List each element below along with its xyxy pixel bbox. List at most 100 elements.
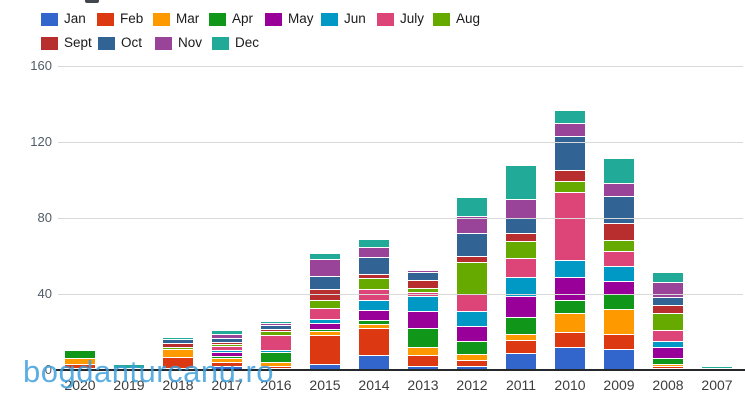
bar-segment-2012-jun[interactable] bbox=[457, 311, 487, 326]
bar-segment-2014-feb[interactable] bbox=[359, 328, 389, 355]
bar-segment-2011-jun[interactable] bbox=[506, 277, 536, 296]
bar-segment-2018-oct[interactable] bbox=[163, 339, 193, 343]
bar-segment-2012-mar[interactable] bbox=[457, 354, 487, 360]
bar-2012[interactable] bbox=[457, 197, 487, 370]
bar-segment-2009-may[interactable] bbox=[604, 281, 634, 294]
bar-segment-2013-mar[interactable] bbox=[408, 347, 438, 355]
bar-segment-2015-jun[interactable] bbox=[310, 319, 340, 323]
bar-segment-2009-nov[interactable] bbox=[604, 183, 634, 196]
bar-segment-2012-feb[interactable] bbox=[457, 360, 487, 366]
legend-item-oct[interactable]: Oct bbox=[98, 36, 155, 50]
bar-segment-2013-apr[interactable] bbox=[408, 328, 438, 347]
bar-segment-2009-july[interactable] bbox=[604, 251, 634, 266]
bar-segment-2012-apr[interactable] bbox=[457, 341, 487, 354]
legend-item-apr[interactable]: Apr bbox=[209, 12, 265, 26]
bar-segment-2009-dec[interactable] bbox=[604, 158, 634, 183]
bar-segment-2014-may[interactable] bbox=[359, 310, 389, 320]
bar-segment-2017-sept[interactable] bbox=[212, 342, 242, 344]
bar-segment-2017-oct[interactable] bbox=[212, 338, 242, 342]
bar-segment-2017-july[interactable] bbox=[212, 346, 242, 350]
bar-segment-2013-may[interactable] bbox=[408, 311, 438, 328]
watermark-link[interactable]: bogdanturcanu.ro bbox=[23, 354, 275, 389]
bar-segment-2015-feb[interactable] bbox=[310, 335, 340, 364]
bar-segment-2007-dec[interactable] bbox=[702, 366, 732, 368]
bar-segment-2010-mar[interactable] bbox=[555, 313, 585, 332]
bar-segment-2013-nov[interactable] bbox=[408, 270, 438, 272]
bar-segment-2010-may[interactable] bbox=[555, 277, 585, 300]
bar-segment-2019-dec[interactable] bbox=[114, 364, 144, 368]
bar-segment-2011-may[interactable] bbox=[506, 296, 536, 317]
bar-segment-2018-sept[interactable] bbox=[163, 343, 193, 347]
bar-segment-2017-jun[interactable] bbox=[212, 350, 242, 352]
bar-segment-2010-july[interactable] bbox=[555, 192, 585, 260]
bar-2017[interactable] bbox=[212, 330, 242, 370]
bar-segment-2010-dec[interactable] bbox=[555, 110, 585, 123]
bar-segment-2011-sept[interactable] bbox=[506, 233, 536, 241]
bar-segment-2011-mar[interactable] bbox=[506, 334, 536, 340]
bar-segment-2009-aug[interactable] bbox=[604, 240, 634, 251]
bar-segment-2011-july[interactable] bbox=[506, 258, 536, 277]
bar-segment-2016-sept[interactable] bbox=[261, 329, 291, 331]
bar-segment-2008-feb[interactable] bbox=[653, 366, 683, 368]
bar-segment-2014-oct[interactable] bbox=[359, 257, 389, 274]
bar-segment-2016-oct[interactable] bbox=[261, 325, 291, 329]
bar-segment-2016-july[interactable] bbox=[261, 335, 291, 350]
legend-item-aug[interactable]: Aug bbox=[433, 12, 489, 26]
bar-segment-2017-nov[interactable] bbox=[212, 334, 242, 338]
bar-segment-2009-jan[interactable] bbox=[604, 349, 634, 370]
bar-segment-2010-jun[interactable] bbox=[555, 260, 585, 277]
bar-segment-2008-dec[interactable] bbox=[653, 272, 683, 282]
bar-segment-2015-dec[interactable] bbox=[310, 253, 340, 259]
bar-2014[interactable] bbox=[359, 239, 389, 370]
bar-2013[interactable] bbox=[408, 270, 438, 370]
legend-item-dec[interactable]: Dec bbox=[212, 36, 269, 50]
bar-segment-2016-jun[interactable] bbox=[261, 350, 291, 352]
bar-segment-2008-sept[interactable] bbox=[653, 305, 683, 313]
bar-2009[interactable] bbox=[604, 158, 634, 370]
bar-segment-2018-mar[interactable] bbox=[163, 349, 193, 357]
bar-segment-2010-nov[interactable] bbox=[555, 123, 585, 136]
bar-segment-2013-feb[interactable] bbox=[408, 355, 438, 366]
bar-segment-2016-aug[interactable] bbox=[261, 331, 291, 335]
bar-segment-2013-oct[interactable] bbox=[408, 272, 438, 280]
bar-segment-2018-aug[interactable] bbox=[163, 347, 193, 349]
bar-segment-2011-aug[interactable] bbox=[506, 241, 536, 258]
legend-item-nov[interactable]: Nov bbox=[155, 36, 212, 50]
bar-segment-2020-mar[interactable] bbox=[65, 358, 95, 364]
bar-segment-2012-jan[interactable] bbox=[457, 366, 487, 370]
legend-item-mar[interactable]: Mar bbox=[153, 12, 209, 26]
bar-segment-2015-jan[interactable] bbox=[310, 364, 340, 370]
legend-item-feb[interactable]: Feb bbox=[97, 12, 153, 26]
legend-item-jan[interactable]: Jan bbox=[41, 12, 97, 26]
bar-segment-2010-aug[interactable] bbox=[555, 181, 585, 192]
bar-segment-2015-oct[interactable] bbox=[310, 276, 340, 289]
bar-segment-2011-apr[interactable] bbox=[506, 317, 536, 334]
bar-segment-2009-oct[interactable] bbox=[604, 196, 634, 223]
bar-segment-2016-feb[interactable] bbox=[261, 366, 291, 368]
bar-segment-2010-jan[interactable] bbox=[555, 347, 585, 370]
bar-segment-2012-nov[interactable] bbox=[457, 216, 487, 233]
bar-segment-2011-oct[interactable] bbox=[506, 218, 536, 233]
bar-segment-2017-mar[interactable] bbox=[212, 358, 242, 362]
bar-segment-2012-aug[interactable] bbox=[457, 262, 487, 294]
bar-segment-2014-sept[interactable] bbox=[359, 274, 389, 278]
bar-segment-2015-nov[interactable] bbox=[310, 259, 340, 276]
legend-item-july[interactable]: July bbox=[377, 12, 433, 26]
bar-segment-2009-jun[interactable] bbox=[604, 266, 634, 281]
bar-segment-2020-apr[interactable] bbox=[65, 350, 95, 358]
bar-segment-2016-dec[interactable] bbox=[261, 321, 291, 323]
bar-segment-2014-dec[interactable] bbox=[359, 239, 389, 247]
bar-segment-2008-july[interactable] bbox=[653, 330, 683, 341]
bar-segment-2008-nov[interactable] bbox=[653, 282, 683, 297]
bar-segment-2008-apr[interactable] bbox=[653, 358, 683, 364]
bar-segment-2015-aug[interactable] bbox=[310, 300, 340, 308]
bar-segment-2015-mar[interactable] bbox=[310, 331, 340, 335]
bar-segment-2016-mar[interactable] bbox=[261, 362, 291, 366]
bar-segment-2015-sept[interactable] bbox=[310, 289, 340, 300]
legend-item-sept[interactable]: Sept bbox=[41, 36, 98, 50]
legend-item-jun[interactable]: Jun bbox=[321, 12, 377, 26]
bar-2011[interactable] bbox=[506, 165, 536, 370]
bar-segment-2009-sept[interactable] bbox=[604, 223, 634, 240]
bar-segment-2018-dec[interactable] bbox=[163, 337, 193, 339]
bar-segment-2014-jan[interactable] bbox=[359, 355, 389, 370]
